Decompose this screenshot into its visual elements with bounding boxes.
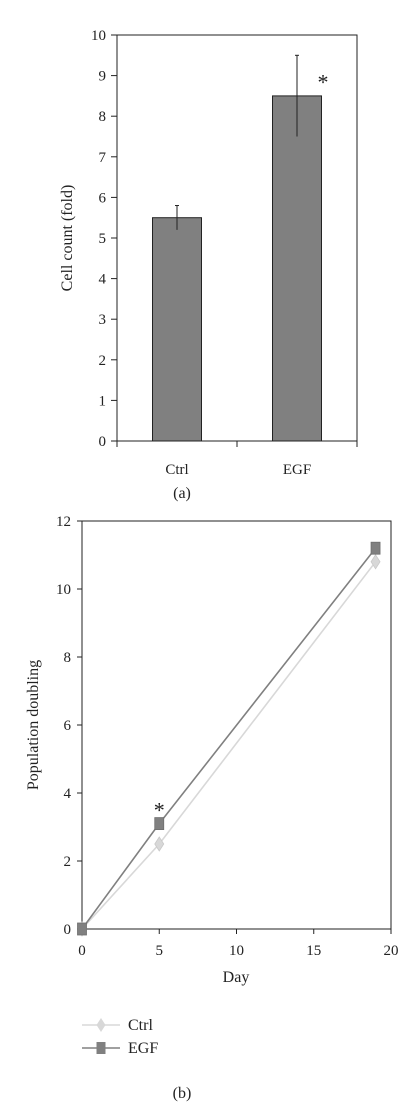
- point-ctrl: [154, 836, 165, 852]
- bar-ctrl: [152, 217, 202, 442]
- y-tick-label: 0: [64, 922, 72, 938]
- point-egf: [77, 922, 87, 936]
- y-tick-label: 0: [99, 434, 107, 450]
- significance-marker: *: [154, 798, 165, 823]
- x-tick-label: 20: [384, 943, 399, 959]
- x-tick-label: 0: [78, 943, 86, 959]
- y-tick-label: 3: [99, 312, 107, 328]
- y-tick-label: 10: [56, 582, 71, 598]
- legend-b: Ctrl EGF: [82, 1017, 158, 1057]
- y-tick-label: 5: [99, 231, 107, 247]
- y-axis-title-a: Cell count (fold): [59, 185, 76, 292]
- panel-label-a: (a): [173, 485, 191, 502]
- point-egf: [370, 541, 381, 555]
- point-egf: [154, 817, 165, 831]
- legend-label-egf: EGF: [128, 1040, 158, 1057]
- y-tick-label: 4: [99, 272, 107, 288]
- y-tick-label: 6: [64, 718, 72, 734]
- legend-marker-egf: [96, 1042, 106, 1054]
- significance-marker: *: [318, 69, 329, 94]
- y-axis-title-b: Population doubling: [25, 660, 42, 790]
- y-tick-label: 7: [99, 150, 107, 166]
- x-tick-label: EGF: [283, 462, 311, 478]
- x-axis-title-b: Day: [223, 969, 250, 986]
- y-tick-label: 2: [64, 854, 72, 870]
- bar-chart-cell-count: 0 1 2 3 4 5 6 7 8 9 10 * Ctrl EGF Cell count (fold)…: [59, 28, 358, 502]
- series-line-ctrl: [81, 561, 377, 930]
- y-tick-label: 8: [64, 650, 72, 666]
- y-tick-label: 4: [64, 786, 72, 802]
- x-tick-label: Ctrl: [165, 462, 188, 478]
- panel-label-b: (b): [173, 1085, 192, 1102]
- y-tick-label: 8: [99, 109, 107, 125]
- x-tick-label: 5: [156, 943, 164, 959]
- line-chart-population-doubling: 0 2 4 6 8 10 12 0 5 10 15 20 * Population doubling…: [25, 514, 399, 1102]
- x-tick-label: 15: [306, 943, 321, 959]
- point-ctrl: [370, 554, 381, 570]
- bar-egf: [272, 95, 322, 442]
- y-tick-label: 2: [99, 353, 107, 369]
- legend-label-ctrl: Ctrl: [128, 1017, 153, 1034]
- y-tick-label: 6: [99, 190, 107, 206]
- y-tick-label: 1: [99, 393, 107, 409]
- y-tick-label: 10: [91, 28, 106, 44]
- y-tick-label: 9: [99, 69, 107, 85]
- y-tick-label: 12: [56, 514, 71, 530]
- legend-marker-ctrl: [96, 1018, 106, 1032]
- x-tick-label: 10: [229, 943, 244, 959]
- series-line-egf: [81, 547, 377, 930]
